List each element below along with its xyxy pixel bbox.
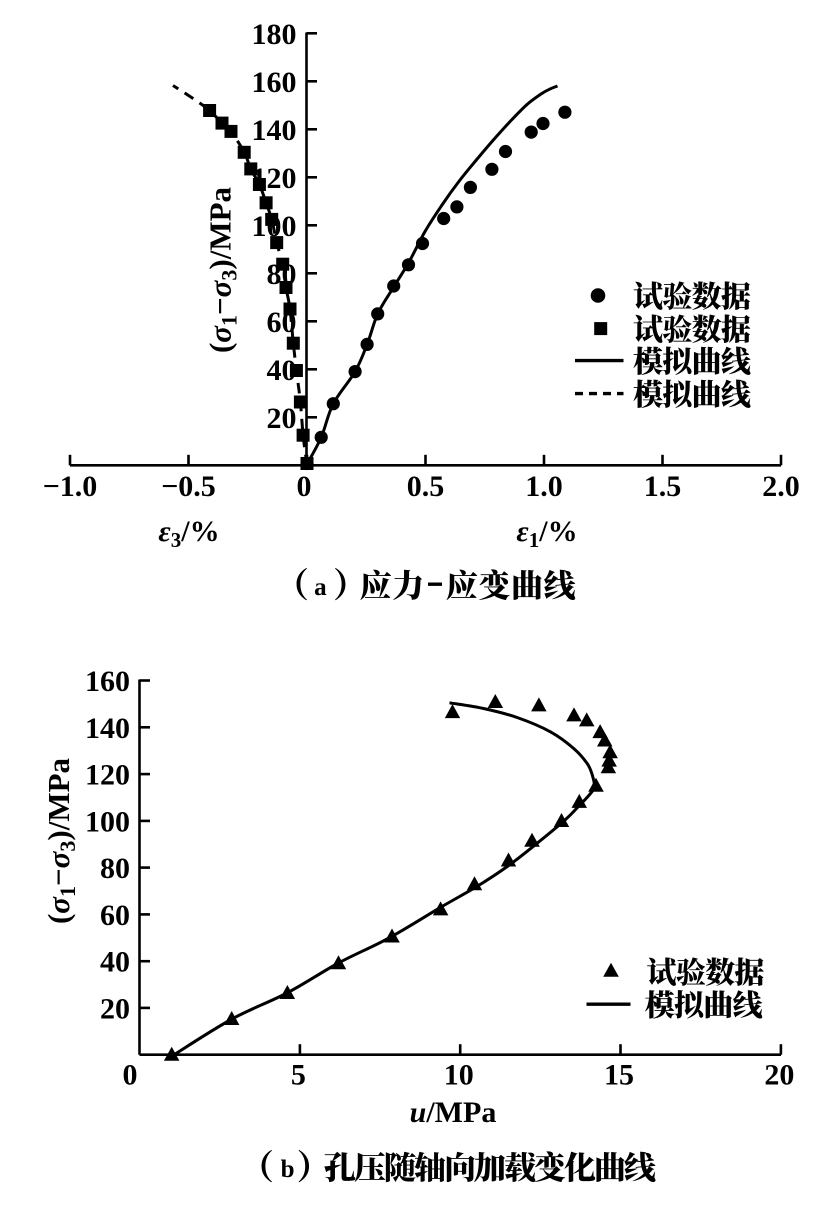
svg-text:2.0: 2.0 xyxy=(762,470,800,503)
svg-text:−1.0: −1.0 xyxy=(43,470,98,503)
svg-text:1.0: 1.0 xyxy=(525,470,563,503)
svg-text:120: 120 xyxy=(85,759,130,792)
svg-text:100: 100 xyxy=(85,805,130,838)
svg-text:160: 160 xyxy=(252,66,297,99)
svg-text:0: 0 xyxy=(123,1059,138,1092)
svg-text:0: 0 xyxy=(297,470,312,503)
svg-text:0.5: 0.5 xyxy=(407,470,445,503)
svg-text:15: 15 xyxy=(604,1059,634,1092)
svg-text:ε3/%: ε3/% xyxy=(158,515,219,552)
svg-text:b: b xyxy=(281,1156,295,1183)
svg-text:40: 40 xyxy=(100,946,130,979)
svg-text:140: 140 xyxy=(252,114,297,147)
svg-text:180: 180 xyxy=(252,18,297,51)
svg-text:160: 160 xyxy=(85,665,130,698)
svg-text:ε1/%: ε1/% xyxy=(516,515,577,552)
svg-text:80: 80 xyxy=(100,852,130,885)
svg-text:u/MPa: u/MPa xyxy=(410,1096,497,1129)
svg-text:−0.5: −0.5 xyxy=(161,470,216,503)
svg-text:10: 10 xyxy=(444,1059,474,1092)
svg-text:60: 60 xyxy=(100,899,130,932)
svg-text:20: 20 xyxy=(100,992,130,1025)
svg-text:1.5: 1.5 xyxy=(644,470,682,503)
svg-text:5: 5 xyxy=(291,1059,306,1092)
svg-text:a: a xyxy=(314,574,327,601)
svg-text:140: 140 xyxy=(85,712,130,745)
svg-text:(σ1−σ3)/MPa: (σ1−σ3)/MPa xyxy=(41,757,80,924)
svg-text:20: 20 xyxy=(267,402,297,435)
svg-text:20: 20 xyxy=(764,1059,794,1092)
svg-text:(σ1−σ3)/MPa: (σ1−σ3)/MPa xyxy=(203,186,242,353)
